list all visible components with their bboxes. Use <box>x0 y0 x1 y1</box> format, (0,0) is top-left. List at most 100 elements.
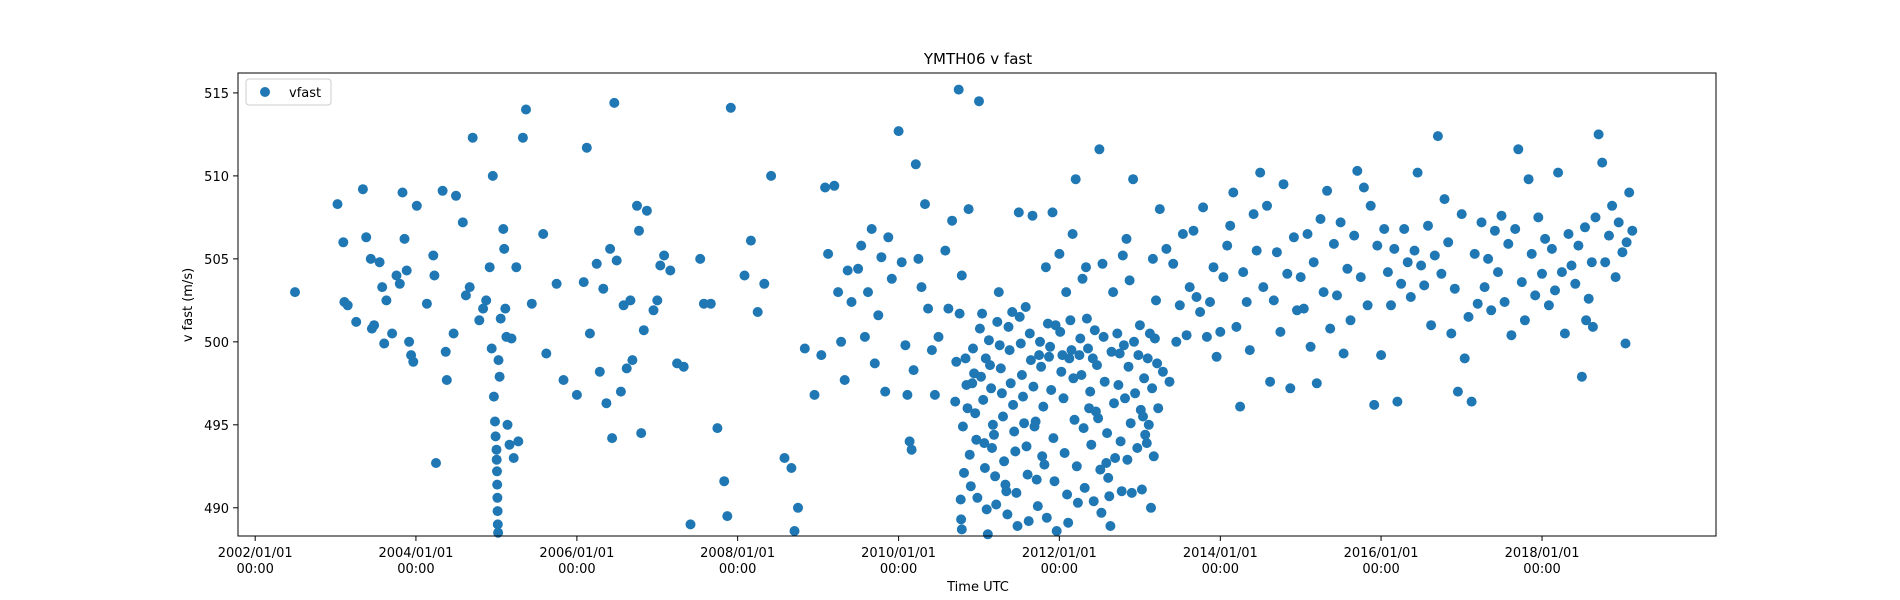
data-point <box>1099 376 1110 387</box>
data-point <box>357 184 368 195</box>
data-point <box>1110 453 1121 463</box>
data-point <box>1024 328 1035 339</box>
data-point <box>1305 341 1316 352</box>
y-tick-label: 510 <box>204 170 229 185</box>
data-point <box>571 389 582 400</box>
legend-label: vfast <box>289 86 321 101</box>
data-point <box>1136 484 1147 495</box>
data-point <box>1164 376 1175 387</box>
data-point <box>1168 258 1179 269</box>
data-point <box>1054 248 1065 259</box>
data-point <box>1543 300 1554 311</box>
data-point <box>953 84 964 95</box>
data-point <box>338 237 349 248</box>
data-point <box>1553 167 1564 178</box>
data-point <box>1016 370 1027 380</box>
data-point <box>1081 262 1091 273</box>
data-point <box>1231 321 1242 332</box>
chart-title: YMTH06 v fast <box>923 50 1032 68</box>
data-point <box>920 199 930 210</box>
data-point <box>994 340 1005 351</box>
data-point <box>627 355 638 366</box>
data-point <box>1062 489 1073 500</box>
data-point <box>900 340 911 351</box>
x-tick-label-time: 00:00 <box>1523 562 1560 577</box>
data-point <box>394 278 405 289</box>
data-point <box>1120 393 1130 404</box>
data-point <box>607 433 618 444</box>
data-point <box>478 303 489 314</box>
data-point <box>1244 345 1255 356</box>
data-point <box>1228 187 1239 198</box>
data-point <box>712 423 723 434</box>
data-point <box>978 394 989 405</box>
data-point <box>1208 262 1219 273</box>
legend: vfast <box>245 78 332 106</box>
data-point <box>1285 383 1296 394</box>
data-point <box>365 253 376 264</box>
data-point <box>1563 229 1574 239</box>
y-tick-label: 515 <box>204 87 229 102</box>
data-point <box>1372 240 1383 251</box>
data-point <box>1021 441 1032 452</box>
data-point <box>1141 438 1152 449</box>
data-point <box>1191 292 1202 302</box>
x-tick-label: 2006/01/01 <box>539 546 614 561</box>
data-point <box>621 363 632 374</box>
data-point <box>581 142 592 153</box>
data-point <box>725 102 736 113</box>
data-point <box>1128 174 1139 185</box>
data-point <box>1255 167 1266 178</box>
x-tick-label-time: 00:00 <box>558 562 595 577</box>
data-point <box>1094 144 1105 155</box>
data-point <box>993 287 1004 298</box>
data-point <box>1135 404 1146 415</box>
data-point <box>961 380 972 390</box>
data-point <box>976 371 986 382</box>
data-point <box>956 270 967 281</box>
data-point <box>1627 225 1638 236</box>
x-tick-label-time: 00:00 <box>1041 562 1078 577</box>
data-point <box>906 444 917 455</box>
data-point <box>999 456 1010 467</box>
data-point <box>916 282 927 293</box>
data-point <box>1101 458 1112 468</box>
data-point <box>1058 393 1069 404</box>
data-point <box>1036 361 1047 372</box>
data-point <box>1032 501 1043 512</box>
data-point <box>397 187 408 198</box>
data-point <box>1153 403 1164 414</box>
data-point <box>786 463 797 473</box>
data-point <box>1463 311 1474 322</box>
data-point <box>886 273 897 284</box>
data-point <box>873 310 884 321</box>
data-point <box>1113 380 1124 390</box>
x-tick-label: 2014/01/01 <box>1183 546 1258 561</box>
data-point <box>1225 220 1236 231</box>
data-point <box>1121 233 1132 244</box>
data-point <box>1617 247 1628 258</box>
data-point <box>1034 350 1045 361</box>
data-point <box>1064 353 1075 364</box>
data-point <box>1456 209 1467 220</box>
data-point <box>1068 373 1079 384</box>
x-tick-label: 2016/01/01 <box>1344 546 1419 561</box>
data-point <box>1013 207 1024 218</box>
data-point <box>1519 315 1530 326</box>
data-point <box>500 303 511 314</box>
data-point <box>1587 321 1598 332</box>
data-point <box>1486 305 1497 316</box>
data-point <box>739 270 750 281</box>
data-point <box>1311 378 1322 389</box>
data-point <box>1109 398 1119 409</box>
data-point <box>1399 224 1410 234</box>
data-point <box>652 295 663 306</box>
data-point <box>638 325 649 336</box>
data-point <box>1449 283 1460 294</box>
data-point <box>971 434 982 445</box>
data-point <box>634 225 644 236</box>
data-point <box>1476 217 1487 228</box>
data-point <box>1123 361 1134 372</box>
data-point <box>685 519 696 530</box>
x-tick-label: 2018/01/01 <box>1505 546 1580 561</box>
